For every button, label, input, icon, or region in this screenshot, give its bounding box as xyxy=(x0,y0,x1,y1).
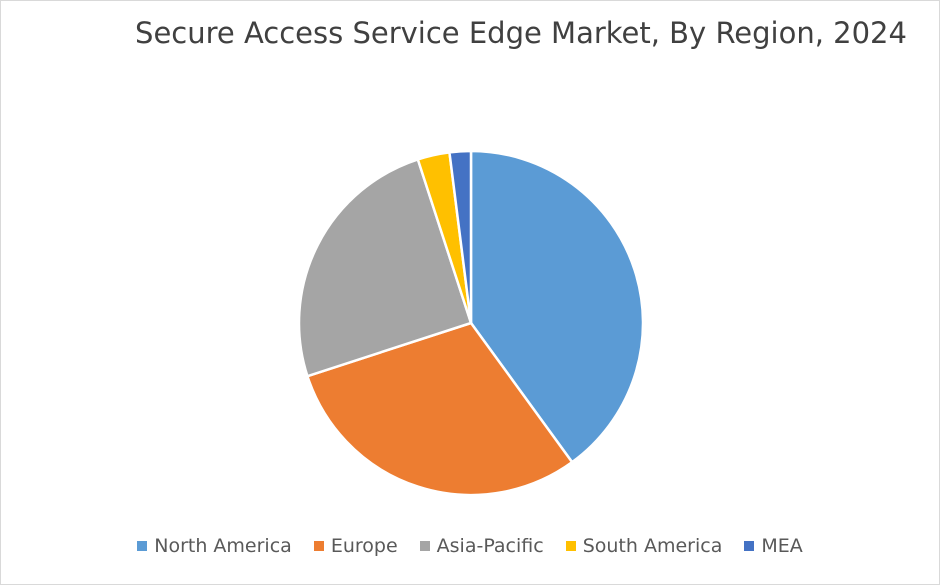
legend-swatch xyxy=(744,541,755,551)
legend-label: Asia-Pacific xyxy=(436,535,544,557)
legend-item: North America xyxy=(137,535,292,557)
legend-swatch xyxy=(565,541,576,551)
legend-label: North America xyxy=(154,535,292,557)
legend-label: South America xyxy=(582,535,723,557)
legend-swatch xyxy=(137,541,148,551)
legend-swatch xyxy=(419,541,430,551)
legend-item: MEA xyxy=(744,535,803,557)
legend-swatch xyxy=(313,541,324,551)
legend-label: Europe xyxy=(330,535,398,557)
pie-slice xyxy=(448,149,473,324)
legend: North America Europe Asia-Pacific South Ame… xyxy=(1,535,939,557)
legend-item: South America xyxy=(565,535,723,557)
legend-item: Asia-Pacific xyxy=(419,535,544,557)
pie-slice xyxy=(297,157,473,378)
pie-slice xyxy=(469,149,645,464)
legend-label: MEA xyxy=(761,535,803,557)
legend-item: Europe xyxy=(313,535,398,557)
chart-title: Secure Access Service Edge Market, By Re… xyxy=(135,16,907,50)
pie-slice xyxy=(305,321,574,497)
